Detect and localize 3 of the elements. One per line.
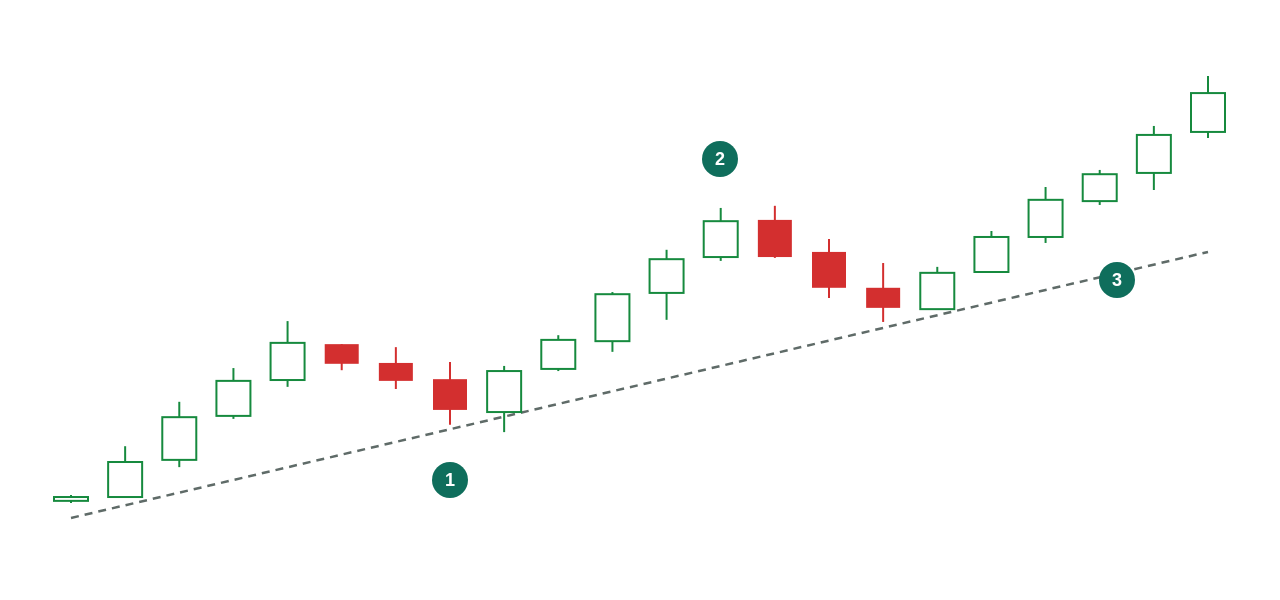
annotation: 3	[1111, 270, 1123, 290]
annotation: 1	[444, 470, 456, 490]
annotation: 2	[714, 149, 726, 169]
